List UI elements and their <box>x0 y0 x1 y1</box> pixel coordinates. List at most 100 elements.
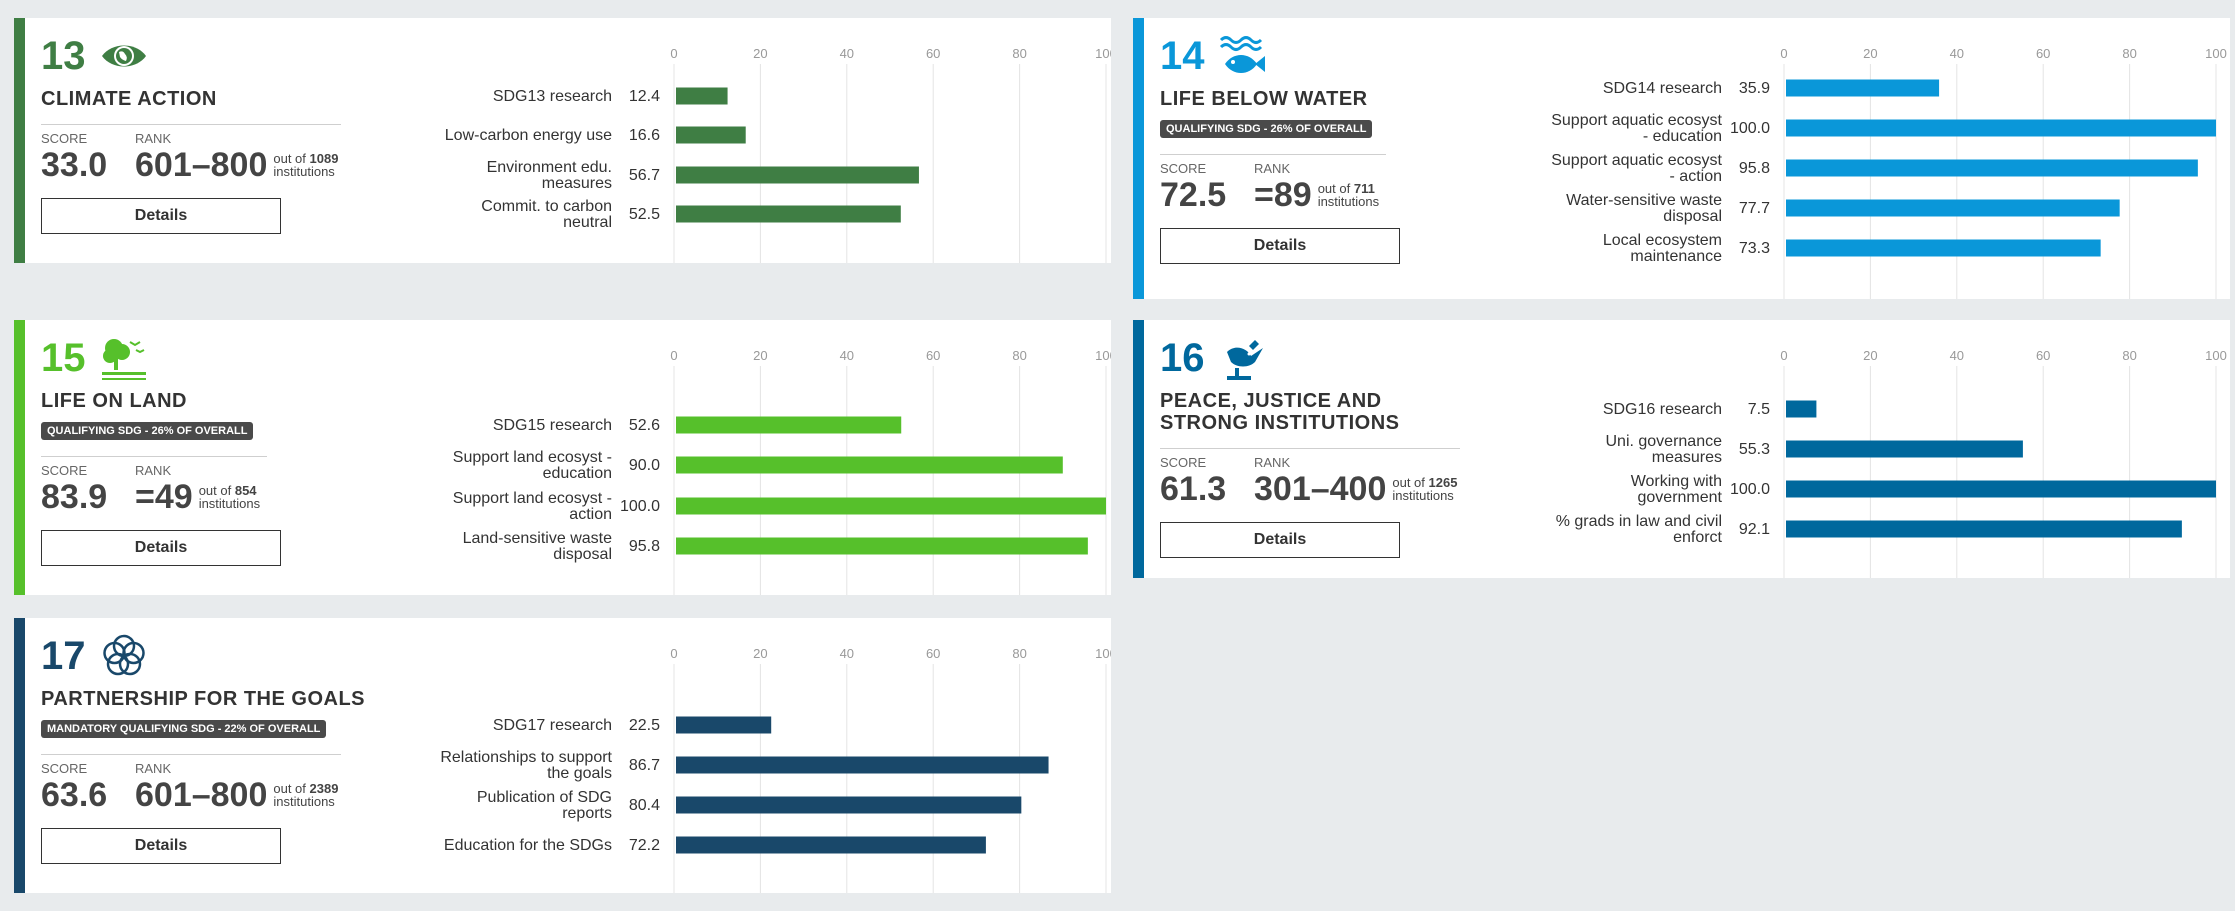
bar <box>1786 520 2182 538</box>
details-button[interactable]: Details <box>1160 228 1400 264</box>
x-tick-label: 0 <box>670 646 677 661</box>
rank-value: =49 <box>135 478 193 516</box>
category-label: Relationships to support <box>440 749 612 766</box>
value-label: 92.1 <box>1739 521 1770 538</box>
category-label: Support aquatic ecosyst <box>1551 112 1722 129</box>
value-label: 100.0 <box>1730 120 1770 137</box>
value-label: 95.8 <box>629 538 660 555</box>
value-label: 35.9 <box>1739 80 1770 97</box>
category-label: Low-carbon energy use <box>445 127 612 144</box>
sdg-summary: 14 LIFE BELOW WATER QUALIFYING SDG - 26%… <box>1160 18 1400 264</box>
sdg-number: 17 <box>41 634 86 678</box>
qualifying-badge: MANDATORY QUALIFYING SDG - 22% OF OVERAL… <box>41 720 327 738</box>
bar <box>676 416 902 434</box>
x-tick-label: 40 <box>1950 348 1964 363</box>
x-tick-label: 20 <box>753 46 767 61</box>
sdg-title: PARTNERSHIP FOR THE GOALS <box>41 688 366 710</box>
x-tick-label: 40 <box>840 348 854 363</box>
details-button[interactable]: Details <box>1160 522 1400 558</box>
bar-chart: 0 20 40 60 80 100 SDG14 research 35.9 Support aq… <box>1551 46 2227 299</box>
bar <box>676 497 1106 515</box>
value-label: 55.3 <box>1739 441 1770 458</box>
category-label: SDG15 research <box>493 417 612 434</box>
category-label: Uni. governance <box>1605 433 1722 450</box>
x-tick-label: 20 <box>1863 348 1877 363</box>
x-tick-label: 60 <box>2036 348 2050 363</box>
x-tick-label: 80 <box>1012 646 1026 661</box>
details-button[interactable]: Details <box>41 198 281 234</box>
bar <box>676 166 919 184</box>
x-tick-label: 80 <box>1012 348 1026 363</box>
sdg-title: LIFE BELOW WATER <box>1160 88 1368 110</box>
rank-value: =89 <box>1254 176 1312 214</box>
rank-label: RANK <box>1254 455 1291 470</box>
sdg-card-15: 15 LIFE ON LAND QUALIFYING SDG - 26% OF … <box>14 320 1111 595</box>
bar <box>676 537 1088 555</box>
sdg-summary: 13 CLIMATE ACTION SCORE 33.0 RANK 601–80… <box>41 18 341 234</box>
rank-label: RANK <box>135 131 172 146</box>
x-tick-label: 80 <box>2122 46 2136 61</box>
value-label: 52.6 <box>629 417 660 434</box>
category-label: SDG14 research <box>1603 80 1722 97</box>
bar <box>676 205 901 223</box>
x-tick-label: 80 <box>1012 46 1026 61</box>
score-value: 63.6 <box>41 776 108 814</box>
sdg-summary: 15 LIFE ON LAND QUALIFYING SDG - 26% OF … <box>41 320 281 566</box>
x-tick-label: 20 <box>753 646 767 661</box>
details-button[interactable]: Details <box>41 828 281 864</box>
value-label: 73.3 <box>1739 240 1770 257</box>
x-tick-label: 80 <box>2122 348 2136 363</box>
bar <box>1786 119 2216 137</box>
x-tick-label: 0 <box>670 46 677 61</box>
score-label: SCORE <box>1160 455 1207 470</box>
score-value: 83.9 <box>41 478 108 516</box>
x-tick-label: 20 <box>753 348 767 363</box>
x-tick-label: 0 <box>1780 348 1787 363</box>
rank-label: RANK <box>1254 161 1291 176</box>
bar <box>1786 239 2101 257</box>
bar <box>1786 159 2198 177</box>
sdg-title: LIFE ON LAND <box>41 390 187 412</box>
bar <box>1786 480 2216 498</box>
category-label: measures <box>1652 449 1722 466</box>
value-label: 52.5 <box>629 206 660 223</box>
score-rank-row: SCORE 63.6 RANK 601–800 out of 2389 insti… <box>41 754 341 814</box>
score-rank-row: SCORE 83.9 RANK =49 out of 854 institutio… <box>41 456 267 516</box>
value-label: 77.7 <box>1739 200 1770 217</box>
category-label: % grads in law and civil <box>1556 513 1722 530</box>
category-label: measures <box>542 175 612 192</box>
x-tick-label: 100 <box>1095 348 1111 363</box>
tree-bird-icon <box>100 334 148 382</box>
value-label: 22.5 <box>629 717 660 734</box>
x-tick-label: 0 <box>1780 46 1787 61</box>
category-label: Working with <box>1631 473 1722 490</box>
dove-gavel-icon <box>1219 334 1267 382</box>
bar-chart: 0 20 40 60 80 100 SDG17 research 22.5 Relationsh… <box>440 646 1111 893</box>
sdg-number: 16 <box>1160 336 1205 380</box>
x-tick-label: 40 <box>840 46 854 61</box>
bar <box>676 456 1063 474</box>
bar <box>1786 400 1817 418</box>
x-tick-label: 60 <box>926 348 940 363</box>
flower-rings-icon <box>100 632 148 680</box>
category-label: Support land ecosyst - <box>453 490 612 507</box>
bar-chart: 0 20 40 60 80 100 SDG16 research 7.5 Uni. govern… <box>1556 348 2227 578</box>
qualifying-badge: QUALIFYING SDG - 26% OF OVERALL <box>1160 120 1373 138</box>
score-value: 61.3 <box>1160 470 1227 508</box>
value-label: 100.0 <box>1730 481 1770 498</box>
value-label: 7.5 <box>1748 401 1770 418</box>
value-label: 86.7 <box>629 757 660 774</box>
sdg-card-17: 17 PARTNERSHIP FOR THE GOALS MANDATORY Q… <box>14 618 1111 893</box>
details-button[interactable]: Details <box>41 530 281 566</box>
eye-earth-icon <box>100 32 148 80</box>
category-label: Commit. to carbon <box>481 198 612 215</box>
sdg-number: 14 <box>1160 34 1205 78</box>
category-label: neutral <box>563 214 612 231</box>
rank-label: RANK <box>135 761 172 776</box>
sdg-title: PEACE, JUSTICE AND STRONG INSTITUTIONS <box>1160 390 1400 434</box>
bar <box>1786 199 2120 217</box>
value-label: 72.2 <box>629 837 660 854</box>
category-label: Support land ecosyst - <box>453 449 612 466</box>
category-label: education <box>543 465 612 482</box>
value-label: 56.7 <box>629 167 660 184</box>
